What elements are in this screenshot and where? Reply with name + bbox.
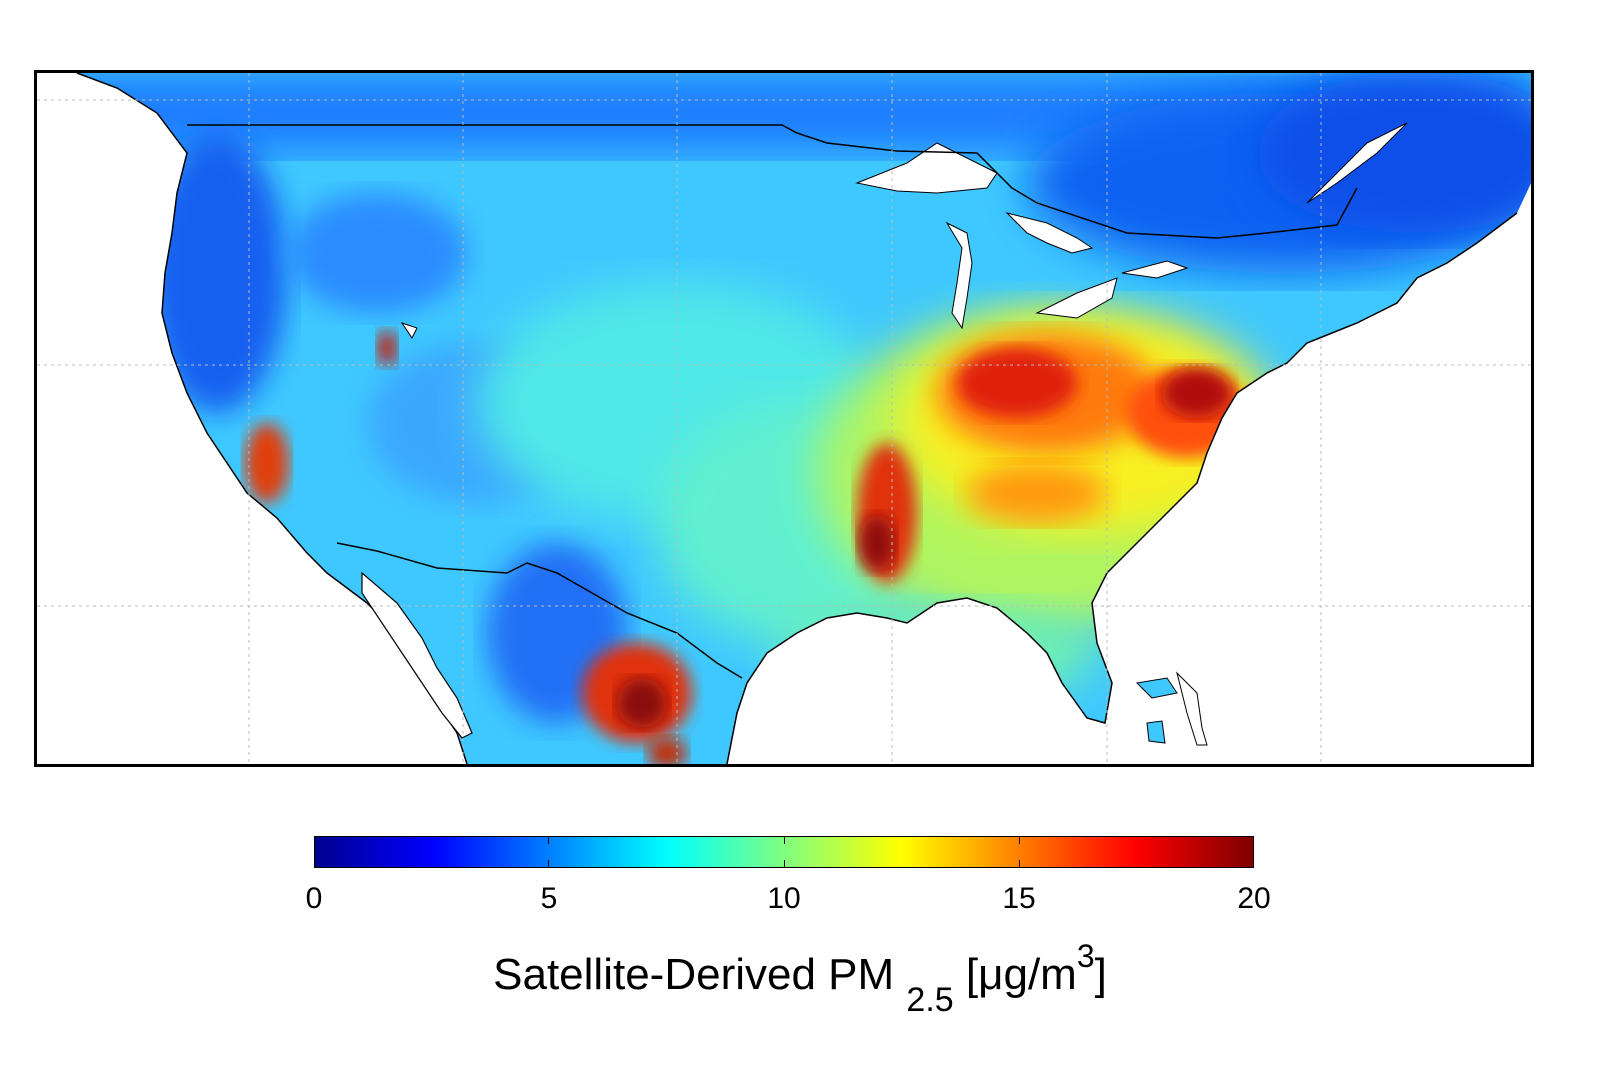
colorbar-tick-mark [1019, 836, 1020, 844]
colorbar-tick-mark [1019, 860, 1020, 868]
colorbar-title-main: Satellite-Derived PM [493, 950, 907, 999]
colorbar-tick-20: 20 [1237, 882, 1271, 915]
colorbar-tick-15: 15 [1002, 882, 1036, 915]
map-panel [34, 70, 1534, 767]
colorbar-title-units: [μg/m [953, 950, 1077, 999]
colorbar-tick-mark [784, 860, 785, 868]
colorbar-title-units-close: ] [1094, 950, 1107, 999]
colorbar-tick-mark [784, 836, 785, 844]
colorbar-tick-mark [548, 860, 549, 868]
graticule [37, 73, 1531, 764]
colorbar-title: Satellite-Derived PM 2.5 [μg/m3] [0, 938, 1600, 1020]
colorbar-tick-5: 5 [540, 882, 558, 915]
caribbean-islands [1135, 671, 1208, 746]
colorbar-tick-10: 10 [767, 882, 801, 915]
pm25-map [37, 73, 1531, 764]
colorbar-title-superscript: 3 [1076, 938, 1095, 974]
colorbar-title-subscript: 2.5 [906, 981, 954, 1019]
colorbar-tick-mark [548, 836, 549, 844]
colorbar-tick-0: 0 [305, 882, 323, 915]
